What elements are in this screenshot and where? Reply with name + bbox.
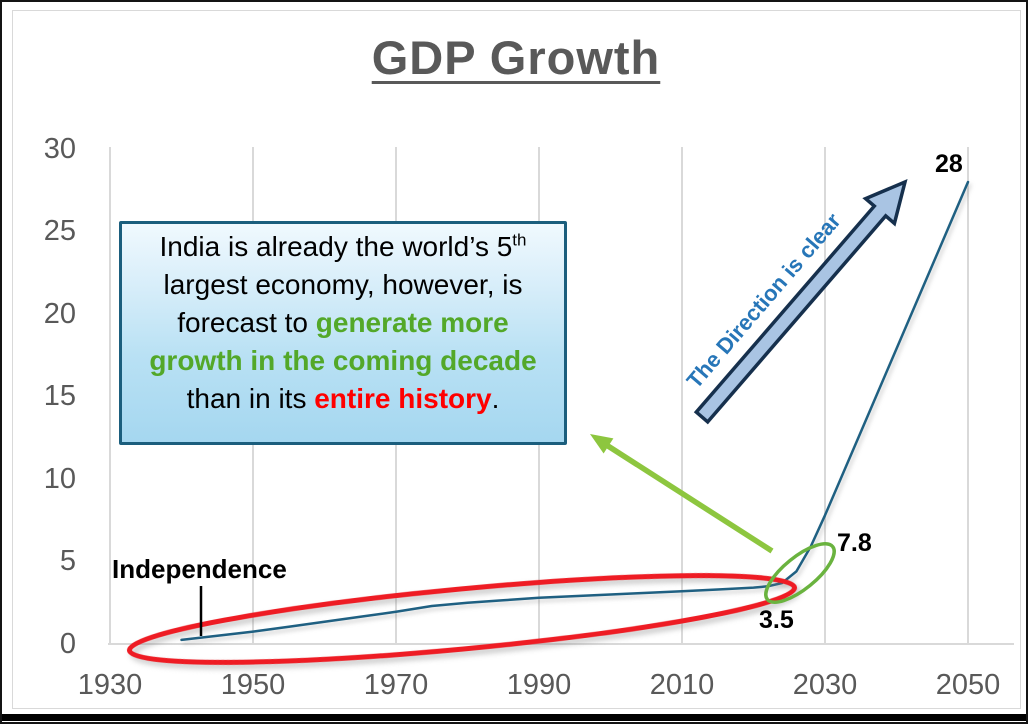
x-axis-label-1930: 1930	[77, 669, 143, 701]
callout-line-3: forecast to generate more	[177, 307, 509, 338]
y-axis-label-15: 15	[43, 380, 76, 412]
chart-title: GDP Growth	[371, 31, 661, 84]
x-axis-label-1950: 1950	[220, 669, 286, 701]
x-axis-label-2030: 2030	[792, 669, 858, 701]
x-axis-label-1970: 1970	[363, 669, 429, 701]
y-axis-label-10: 10	[43, 463, 76, 495]
y-axis-label-20: 20	[43, 298, 76, 330]
x-axis-label-1990: 1990	[506, 669, 572, 701]
y-axis-label-25: 25	[43, 215, 76, 247]
y-axis-label-0: 0	[59, 628, 76, 660]
callout-line-2: largest economy, however, is	[163, 269, 523, 300]
gdp-growth-line	[180, 180, 970, 642]
red-ellipse-annotation	[126, 573, 798, 665]
callout-line-1: India is already the world’s 5th	[159, 230, 527, 262]
green-ellipse-annotation	[764, 542, 836, 604]
y-axis-label-5: 5	[59, 545, 76, 577]
green-arrow-shaft	[606, 443, 774, 554]
direction-block-arrow-icon	[693, 179, 908, 425]
superscript-th: th	[512, 230, 527, 250]
data-label-3-5: 3.5	[759, 606, 794, 634]
independence-label: Independence	[112, 554, 287, 584]
green-arrow-head-icon	[590, 434, 614, 454]
x-axis-label-2050: 2050	[935, 669, 1001, 701]
x-axis-label-2010: 2010	[649, 669, 715, 701]
data-label-7-8: 7.8	[837, 529, 872, 557]
callout-line-4: growth in the coming decade	[149, 345, 537, 376]
data-label-28: 28	[935, 150, 963, 178]
callout-line-5: than in its entire history.	[186, 383, 500, 414]
callout-box: India is already the world’s 5th largest…	[119, 221, 567, 445]
slide-bottom-border	[2, 714, 1026, 721]
y-axis-label-30: 30	[43, 133, 76, 165]
